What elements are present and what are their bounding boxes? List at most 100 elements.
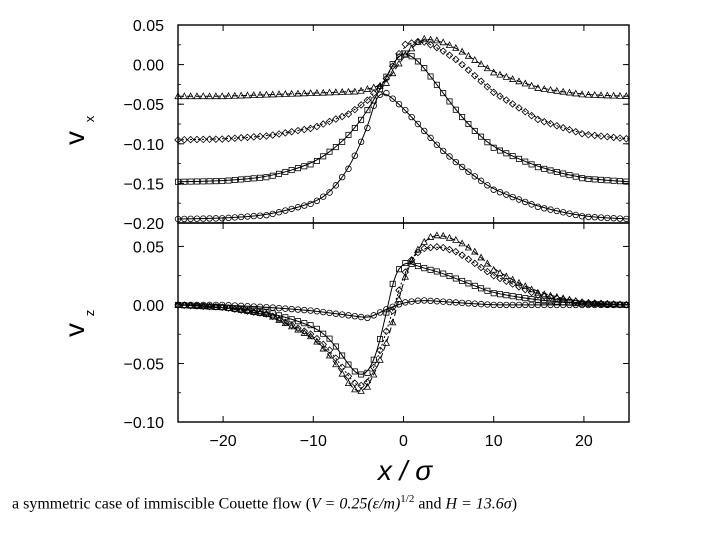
series-line-squares [177, 262, 630, 375]
data-point-circle [244, 213, 251, 220]
data-point-diamond [193, 302, 201, 310]
data-point-circle [534, 301, 542, 309]
data-point-circle [357, 138, 365, 146]
data-point-diamond [559, 295, 567, 304]
data-point-triangle [464, 51, 473, 59]
data-point-circle [282, 305, 289, 312]
data-point-diamond [231, 305, 239, 313]
data-point-circle [616, 215, 624, 222]
data-point-circle [370, 312, 377, 319]
y-tick-label: −0.10 [124, 137, 165, 154]
data-point-square [402, 260, 409, 267]
data-point-circle [307, 307, 314, 314]
data-point-circle [263, 212, 270, 219]
data-point-diamond [445, 51, 454, 60]
data-point-square [616, 178, 623, 185]
data-point-circle [370, 102, 377, 109]
data-point-circle [181, 215, 188, 223]
data-point-circle [326, 189, 333, 196]
data-point-circle [458, 299, 466, 307]
data-point-circle [282, 207, 289, 214]
data-point-circle [547, 206, 554, 213]
data-point-square [231, 176, 238, 183]
x-tick-label: −10 [300, 433, 327, 450]
data-point-circle [231, 214, 239, 221]
data-point-square [414, 58, 421, 65]
data-point-square [585, 175, 592, 182]
vz-ticks [178, 223, 629, 423]
data-point-diamond [489, 271, 498, 280]
data-point-diamond [540, 117, 548, 126]
data-point-triangle [376, 355, 384, 363]
y-tick-label: −0.20 [124, 216, 165, 233]
data-point-circle [496, 301, 504, 309]
data-point-square [452, 275, 459, 282]
data-point-circle [503, 301, 510, 309]
data-point-square [358, 116, 365, 123]
data-point-square [440, 90, 447, 97]
data-point-diamond [237, 134, 245, 142]
data-point-square [345, 361, 352, 368]
data-point-diamond [483, 83, 492, 91]
data-point-diamond [376, 346, 384, 355]
data-point-triangle [458, 47, 466, 55]
data-point-circle [446, 153, 453, 160]
data-point-triangle [597, 299, 605, 307]
data-point-diamond [388, 62, 397, 70]
data-point-diamond [534, 291, 542, 299]
data-point-circle [477, 300, 485, 308]
data-point-triangle [344, 379, 353, 386]
caption-prefix: a symmetric case of immiscible Couette f… [12, 495, 312, 513]
data-point-circle [490, 301, 497, 309]
data-point-diamond [231, 134, 239, 142]
data-point-triangle [186, 92, 195, 100]
data-point-square [395, 266, 402, 273]
data-point-circle [566, 301, 573, 309]
data-point-diamond [250, 133, 258, 141]
data-point-square [465, 280, 472, 287]
data-point-circle [357, 313, 365, 321]
data-point-circle [231, 302, 239, 309]
data-point-diamond [294, 126, 302, 135]
data-point-circle [206, 215, 213, 222]
data-point-square [332, 144, 339, 151]
data-point-square [490, 290, 497, 297]
data-point-triangle [452, 235, 460, 243]
data-point-circle [623, 301, 630, 309]
data-point-circle [288, 205, 295, 213]
data-point-diamond [420, 38, 429, 46]
data-point-circle [547, 301, 554, 309]
data-point-diamond [376, 82, 384, 91]
data-point-circle [269, 210, 276, 218]
data-point-square [276, 312, 283, 319]
data-point-triangle [281, 90, 290, 97]
data-point-circle [458, 163, 466, 171]
data-point-triangle [483, 259, 492, 267]
data-point-square [238, 176, 245, 183]
data-point-square [225, 177, 232, 184]
data-point-triangle [452, 43, 460, 51]
data-point-triangle [603, 91, 612, 99]
data-point-triangle [609, 91, 618, 99]
data-point-circle [338, 173, 346, 181]
data-point-square [553, 168, 560, 175]
data-point-triangle [420, 237, 428, 245]
data-point-triangle [616, 91, 624, 99]
data-point-diamond [496, 92, 504, 100]
data-point-circle [256, 212, 264, 219]
data-point-diamond [218, 135, 226, 143]
data-point-triangle [376, 81, 384, 89]
data-point-square [522, 295, 529, 302]
data-point-circle [421, 297, 428, 304]
data-point-square [522, 158, 529, 165]
data-point-diamond [199, 302, 208, 311]
data-point-square [326, 148, 333, 155]
data-point-circle [585, 301, 592, 309]
data-point-diamond [464, 255, 473, 264]
data-point-circle [402, 106, 409, 114]
data-point-square [395, 53, 402, 60]
data-point-square [383, 309, 390, 316]
data-point-square [534, 164, 541, 171]
data-point-circle [345, 312, 352, 319]
data-point-circle [433, 141, 441, 148]
